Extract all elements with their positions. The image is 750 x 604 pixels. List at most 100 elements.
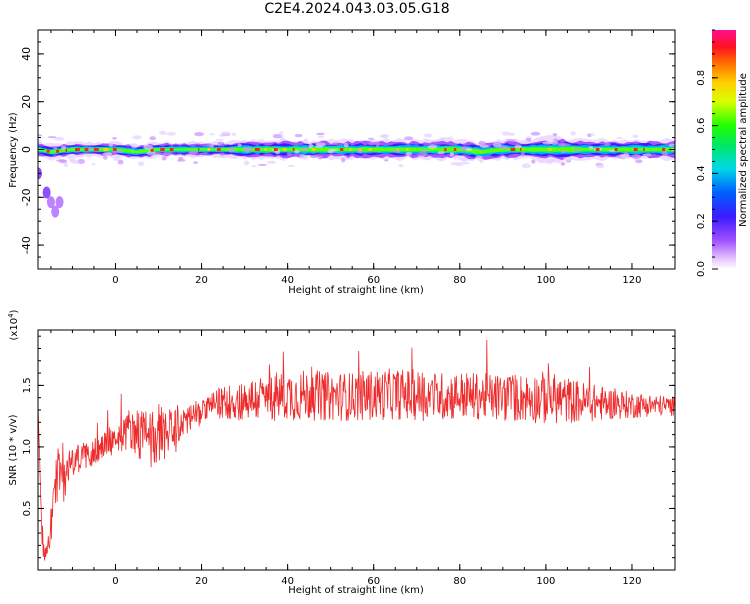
spectrogram-speckle	[530, 131, 541, 136]
y-tick-label: 1.5	[22, 377, 33, 393]
spectrogram-peak	[359, 148, 361, 151]
x-tick-label: 60	[367, 576, 380, 587]
spectrogram-tail	[55, 196, 64, 209]
spectrogram-speckle	[272, 134, 282, 139]
snr-series-line	[38, 339, 675, 561]
spectrogram-speckle	[375, 142, 380, 147]
spectrogram-speckle	[317, 155, 324, 160]
spectrogram-peak	[397, 148, 399, 151]
spectrogram-speckle	[588, 146, 594, 150]
spectrogram-speckle	[244, 148, 250, 153]
spectrogram-speckle	[130, 143, 138, 149]
spectrogram-speckle	[398, 163, 404, 168]
spectrogram-speckle	[642, 153, 652, 157]
spectrogram-speckle	[117, 150, 124, 153]
colorbar-tick-label: 0.4	[696, 165, 707, 181]
spectrogram-speckle	[77, 159, 85, 164]
spectrogram-peak	[548, 148, 552, 151]
spectrogram-speckle	[146, 151, 156, 156]
spectrogram-speckle	[499, 145, 509, 150]
spectrogram-speckle	[341, 157, 346, 163]
spectrogram-speckle	[368, 137, 375, 140]
y-tick-label: 40	[20, 47, 33, 61]
spectrogram-speckle	[492, 142, 502, 148]
spectrogram-speckle	[59, 159, 68, 164]
colorbar-tick-label: 0.8	[696, 70, 707, 86]
spectrogram-speckle	[215, 138, 224, 141]
spectrogram-speckle	[287, 164, 295, 168]
spectrogram-peak	[198, 148, 200, 151]
spectrogram-peak	[283, 148, 287, 151]
spectrogram-speckle	[206, 144, 214, 148]
spectrogram-speckle	[159, 130, 167, 136]
spectrogram-y-label: Frequency (Hz)	[8, 112, 19, 188]
spectrogram-speckle	[506, 138, 516, 142]
snr-y-label: SNR (10 * v/v)	[8, 414, 19, 485]
spectrogram-speckle	[308, 143, 313, 149]
spectrogram-peak	[614, 148, 618, 151]
spectrogram-speckle	[604, 143, 611, 146]
spectrogram-speckle	[188, 150, 199, 155]
spectrogram-speckle	[417, 152, 427, 157]
spectrogram-speckle	[431, 139, 439, 143]
spectrogram-speckle	[449, 151, 455, 157]
spectrogram-peak	[94, 148, 99, 151]
snr-x-label: Height of straight line (km)	[288, 585, 424, 596]
spectrogram-peak	[254, 148, 260, 151]
spectrogram-speckle	[547, 159, 556, 163]
spectrogram-speckle	[38, 139, 42, 145]
spectrogram-peak	[510, 148, 516, 151]
spectrogram-speckle	[231, 132, 237, 137]
spectrogram-speckle	[70, 159, 80, 164]
spectrogram-speckle	[542, 141, 552, 145]
spectrogram-speckle	[662, 151, 668, 157]
spectrogram-band	[38, 147, 675, 154]
spectrogram-speckle	[478, 141, 486, 146]
colorbar-tick-label: 0.6	[696, 118, 707, 134]
x-tick-label: 20	[195, 275, 208, 286]
colorbar: 0.0 0.2 0.4 0.6 0.8 Normalized spectral ampl…	[696, 29, 749, 277]
spectrogram-speckle	[424, 140, 431, 144]
spectrogram-speckle	[615, 137, 623, 140]
spectrogram-speckle	[552, 132, 558, 137]
spectrogram-peak	[444, 148, 447, 151]
spectrogram-speckle	[447, 136, 454, 142]
spectrogram-speckle	[596, 163, 605, 169]
spectrogram-speckle	[329, 148, 339, 152]
spectrogram-speckle	[286, 152, 292, 156]
spectrogram-peak	[103, 148, 109, 151]
spectrogram-speckle	[465, 147, 473, 152]
spectrogram-speckle	[587, 133, 592, 138]
spectrogram-speckle	[117, 159, 124, 165]
snr-panel: 0 20 40 60 80 100 120 0.5 1.0 1.5 Height of stra…	[7, 309, 676, 596]
spectrogram-speckle	[459, 157, 469, 161]
spectrogram-speckle	[632, 134, 639, 138]
spectrogram-speckle	[257, 163, 268, 166]
spectrogram-speckle	[102, 155, 108, 160]
spectrogram-speckle	[300, 147, 309, 151]
spectrogram-speckle	[162, 151, 172, 156]
spectrogram-speckle	[519, 140, 530, 145]
spectrogram-peak	[662, 148, 666, 151]
spectrogram-speckle	[538, 159, 544, 164]
spectrogram-peak	[264, 148, 267, 151]
spectrogram-speckle	[590, 133, 595, 136]
spectrogram-speckle	[251, 164, 256, 168]
spectrogram-speckle	[194, 131, 204, 137]
spectrogram-speckle	[343, 156, 348, 159]
spectrogram-speckle	[450, 162, 459, 166]
spectrogram-tail	[42, 186, 51, 199]
spectrogram-speckle	[437, 151, 445, 155]
spectrogram-speckle	[294, 149, 300, 154]
spectrogram-speckle	[38, 134, 43, 137]
spectrogram-y-ticks: -40 -20 0 20 40	[20, 29, 675, 270]
y-tick-label: -20	[20, 188, 33, 206]
spectrogram-speckle	[91, 163, 96, 166]
spectrogram-speckle	[219, 154, 229, 159]
spectrogram-speckle	[475, 155, 483, 159]
spectrogram-peak	[292, 148, 295, 151]
spectrogram-speckle	[113, 157, 120, 162]
spectrogram-speckle	[479, 144, 490, 148]
